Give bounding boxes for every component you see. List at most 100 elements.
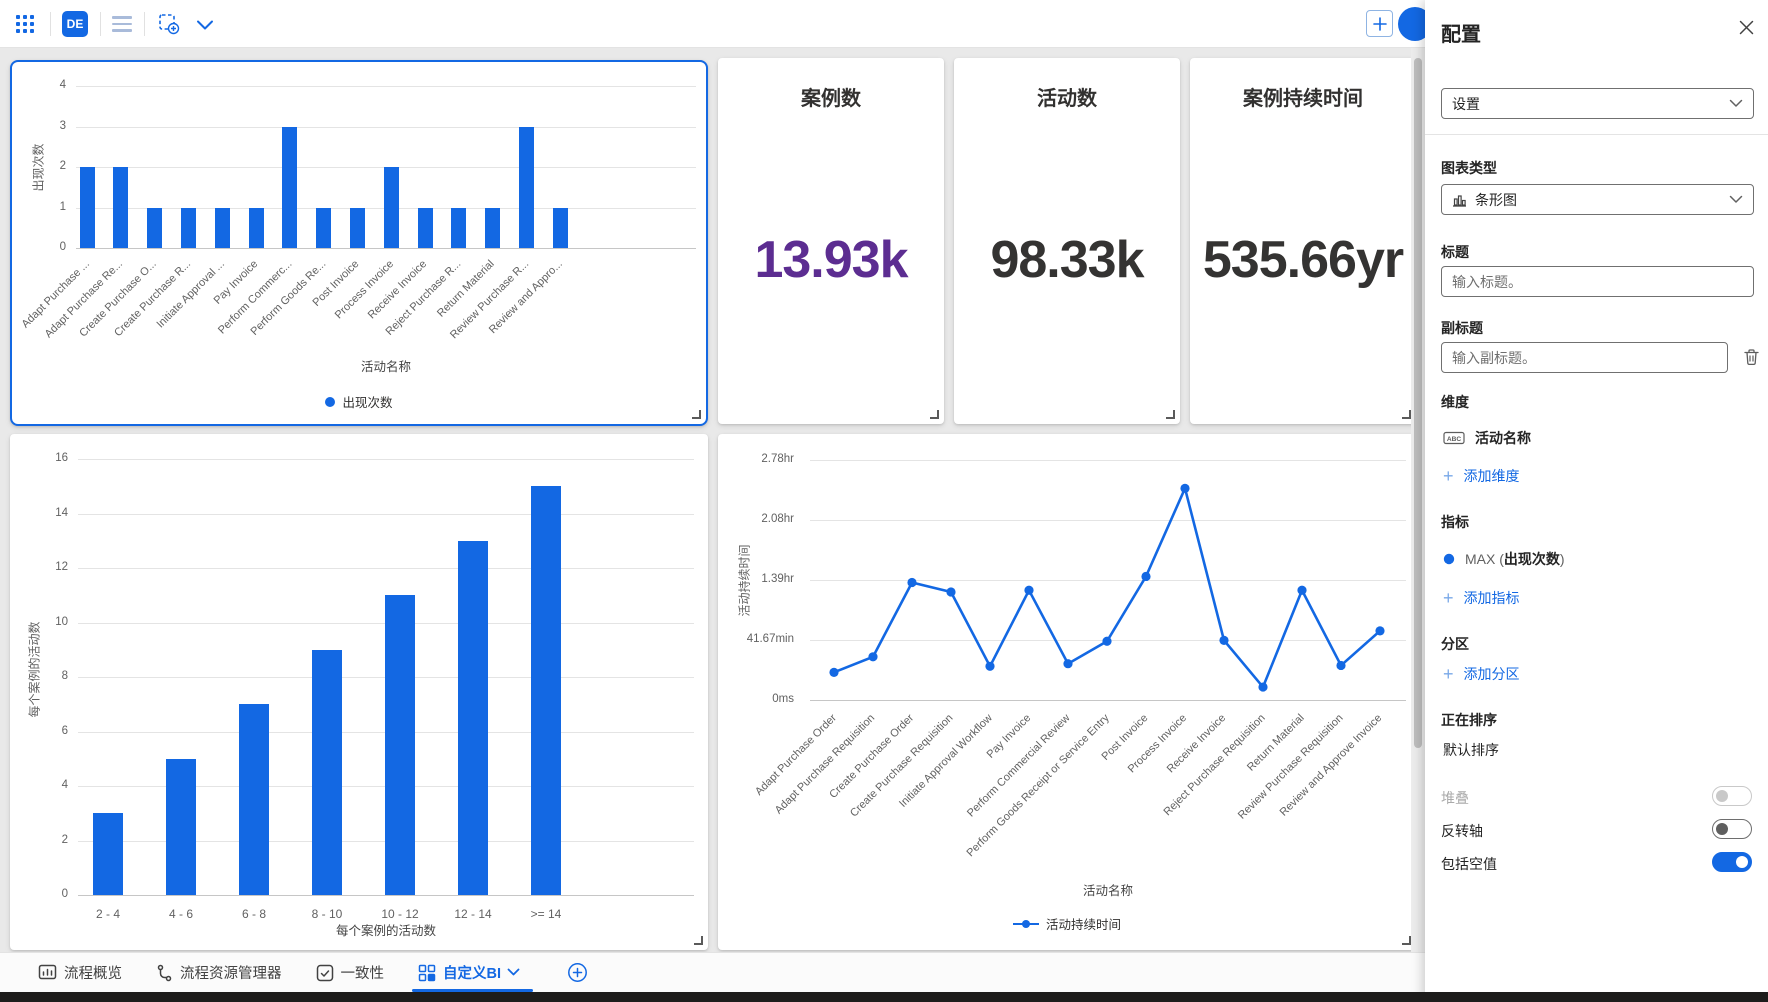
data-point[interactable] (946, 587, 956, 597)
bar[interactable] (214, 207, 230, 248)
chevron-down-icon[interactable] (196, 18, 214, 36)
y-tick-label: 2 (59, 160, 66, 172)
toggle-off[interactable] (1712, 819, 1752, 839)
toggle-on[interactable] (1712, 852, 1752, 872)
metric-item[interactable]: MAX (出现次数) (1443, 549, 1565, 569)
add-partition-link[interactable]: + 添加分区 (1443, 664, 1520, 684)
chart-legend[interactable]: 活动持续时间 (718, 914, 1416, 933)
data-point[interactable] (1024, 585, 1034, 595)
tab-conformance[interactable]: 一致性 (316, 953, 384, 992)
data-point[interactable] (985, 661, 995, 671)
bar[interactable] (316, 207, 332, 248)
environment-badge[interactable]: DE (62, 11, 88, 37)
data-point[interactable] (1102, 636, 1112, 646)
add-widget-icon[interactable] (158, 13, 181, 41)
main-scrollbar[interactable] (1411, 48, 1425, 952)
grid-line (78, 513, 694, 515)
activities-per-case-chart-card[interactable]: 0 2 4 6 8 10 12 14 16 2 - 4 4 - 6 6 - 8 8 - 10 10 - 1… (10, 434, 708, 950)
data-point[interactable] (1258, 682, 1268, 692)
y-tick-label: 1.39hr (761, 573, 794, 585)
bar[interactable] (147, 207, 163, 248)
new-tile-button[interactable] (1366, 10, 1393, 37)
kpi-card-case-duration[interactable]: 案例持续时间 535.66yr (1190, 58, 1416, 424)
app-launcher-icon[interactable] (16, 15, 34, 33)
bar[interactable] (166, 758, 196, 895)
chart-legend[interactable]: 出现次数 (12, 392, 706, 411)
add-metric-label: 添加指标 (1463, 590, 1520, 606)
bar[interactable] (552, 207, 568, 248)
data-point[interactable] (1336, 660, 1346, 671)
sorting-value[interactable]: 默认排序 (1443, 742, 1499, 758)
data-point[interactable] (1180, 483, 1190, 493)
resize-handle[interactable] (930, 410, 939, 419)
x-axis-title: 活动名称 (360, 360, 411, 374)
chevron-down-icon[interactable] (507, 968, 520, 977)
kpi-value: 535.66yr (1202, 231, 1404, 289)
close-icon[interactable] (1739, 20, 1754, 40)
bar[interactable] (239, 704, 269, 895)
metric-suffix: ) (1559, 551, 1565, 567)
bar[interactable] (248, 207, 264, 248)
data-point[interactable] (1219, 635, 1229, 645)
x-axis-title: 每个案例的活动数 (335, 924, 436, 938)
subtitle-input[interactable] (1441, 342, 1728, 373)
bar[interactable] (79, 167, 95, 248)
resize-handle[interactable] (694, 936, 703, 945)
bar[interactable] (417, 207, 433, 248)
tab-custom-bi[interactable]: 自定义BI (412, 953, 533, 992)
grid-line (78, 459, 694, 460)
resize-handle[interactable] (1402, 410, 1411, 419)
y-axis-title: 每个案例的活动数 (27, 621, 42, 718)
resize-handle[interactable] (1166, 410, 1175, 419)
legend-marker (1012, 919, 1039, 929)
kpi-card-case-count[interactable]: 案例数 13.93k (718, 58, 944, 424)
delete-subtitle-icon[interactable] (1743, 348, 1760, 371)
menu-icon[interactable] (112, 16, 132, 36)
title-input[interactable] (1441, 266, 1754, 297)
sorting-section-label: 正在排序 (1441, 712, 1497, 728)
bar[interactable] (180, 207, 196, 248)
data-point[interactable] (1063, 659, 1073, 669)
bar[interactable] (113, 167, 129, 248)
bar[interactable] (451, 207, 467, 248)
activity-duration-line-chart-card[interactable]: 0ms 41.67min 1.39hr 2.08hr 2.78hr Adapt Purch… (718, 434, 1416, 950)
y-tick-label: 0 (61, 888, 68, 900)
resize-handle[interactable] (692, 410, 701, 419)
data-point[interactable] (1141, 571, 1151, 582)
legend-label: 活动持续时间 (1045, 918, 1121, 932)
add-dimension-link[interactable]: + 添加维度 (1443, 466, 1520, 486)
bar[interactable] (458, 540, 488, 895)
data-point[interactable] (907, 577, 917, 588)
scrollbar-thumb[interactable] (1414, 58, 1422, 748)
resize-handle[interactable] (1402, 936, 1411, 945)
data-point[interactable] (829, 667, 839, 677)
custom-bi-grid-icon (418, 964, 436, 981)
chart-type-label: 图表类型 (1441, 160, 1497, 176)
data-point[interactable] (1375, 626, 1385, 636)
add-metric-link[interactable]: + 添加指标 (1443, 588, 1520, 608)
data-point[interactable] (868, 652, 878, 662)
bar[interactable] (349, 207, 365, 248)
grid-line (810, 700, 1406, 701)
grid-line (810, 460, 1406, 461)
bar[interactable] (485, 207, 501, 248)
divider (100, 12, 101, 36)
bar[interactable] (531, 486, 561, 895)
dimension-item[interactable]: ABC 活动名称 (1443, 428, 1531, 448)
bar[interactable] (385, 595, 415, 895)
bar[interactable] (383, 167, 399, 248)
occurrences-bar-chart-card[interactable]: 0 1 2 3 4 Adapt Purchase ... Adapt Purchase Re… (10, 60, 708, 426)
tab-process-overview[interactable]: 流程概览 (38, 953, 122, 992)
bar[interactable] (312, 649, 342, 895)
chart-type-dropdown[interactable]: 条形图 (1441, 184, 1754, 215)
dimension-item-label: 活动名称 (1475, 430, 1531, 446)
tab-process-explorer[interactable]: 流程资源管理器 (156, 953, 282, 992)
data-point[interactable] (1297, 585, 1307, 595)
kpi-title: 活动数 (1037, 88, 1097, 110)
add-tab-button[interactable] (567, 962, 588, 983)
bar[interactable] (93, 813, 123, 895)
kpi-card-activity-count[interactable]: 活动数 98.33k (954, 58, 1180, 424)
settings-section-dropdown[interactable]: 设置 (1441, 88, 1754, 119)
bar[interactable] (518, 126, 534, 248)
bar[interactable] (282, 126, 298, 248)
